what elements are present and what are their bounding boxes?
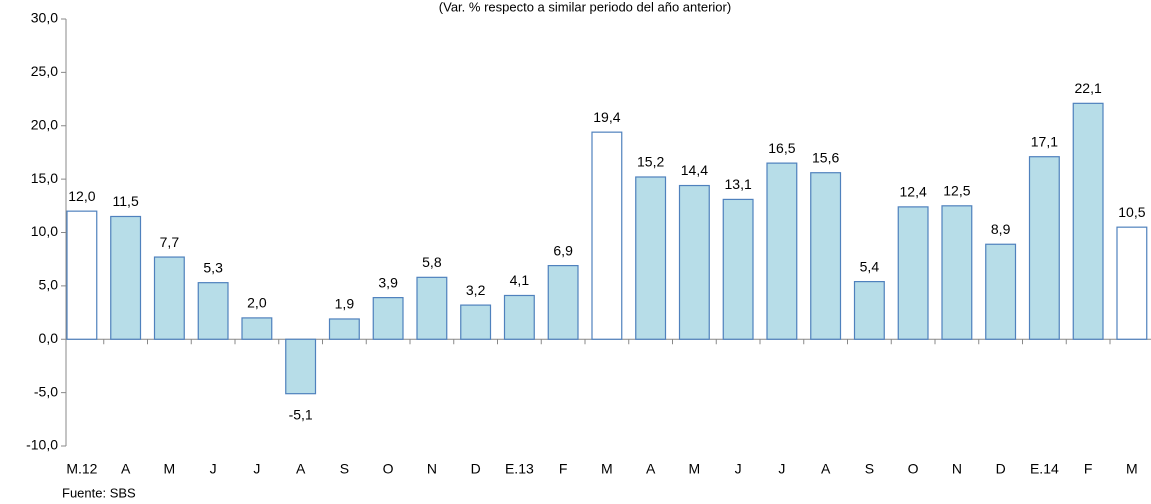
chart-title: (Var. % respecto a similar periodo del a… [439,0,731,14]
data-label: 12,5 [943,183,970,199]
data-label: 5,4 [860,258,880,274]
data-label: 15,6 [812,149,839,165]
x-tick-label: A [821,461,831,477]
bar [153,256,185,340]
data-label: 1,9 [335,296,355,312]
data-label: 12,0 [68,188,95,204]
data-label: 8,9 [991,221,1011,237]
bar [197,282,229,340]
x-tick-label: J [735,461,742,477]
bar [985,243,1017,340]
y-tick-label: 0,0 [39,330,59,346]
bar [722,198,754,340]
data-label: 16,5 [768,140,795,156]
y-tick-label: 25,0 [31,63,58,79]
data-label: 19,4 [593,109,620,125]
y-tick-label: 15,0 [31,170,58,186]
bar [591,131,623,340]
bar [941,205,973,340]
bar [1072,102,1104,340]
x-tick-label: E.13 [505,461,534,477]
x-tick-label: S [340,461,349,477]
data-label: 2,0 [247,295,267,311]
bar [285,338,317,395]
data-label: 15,2 [637,154,664,170]
bar [853,281,885,340]
bar [66,210,98,340]
y-tick-label: 5,0 [39,277,59,293]
x-tick-label: O [908,461,919,477]
x-tick-label: M [1126,461,1138,477]
data-label: 12,4 [900,184,927,200]
data-label: 11,5 [113,193,139,209]
x-tick-label: O [383,461,394,477]
bar [810,172,842,340]
bar [897,206,929,340]
y-tick-label: 30,0 [31,10,58,26]
x-tick-label: A [121,461,131,477]
bar [1028,156,1060,340]
x-tick-label: F [559,461,568,477]
bar [460,304,492,340]
bar [635,176,667,340]
data-label: 5,3 [203,259,223,275]
y-tick-label: 20,0 [31,116,58,132]
x-tick-label: M [164,461,176,477]
bar [1116,226,1148,340]
x-tick-label: J [253,461,260,477]
data-label: 3,2 [466,282,486,298]
data-label: 3,9 [378,274,398,290]
x-tick-label: E.14 [1030,461,1059,477]
data-label: 7,7 [160,234,180,250]
x-tick-label: D [471,461,481,477]
data-label: 17,1 [1031,133,1058,149]
bar [416,276,448,340]
x-tick-label: N [427,461,437,477]
x-tick-label: A [296,461,306,477]
data-label: 22,1 [1075,80,1102,96]
y-tick-label: -10,0 [26,437,58,453]
x-tick-label: N [952,461,962,477]
y-tick-label: 10,0 [31,223,58,239]
data-label: 4,1 [510,272,530,288]
bar [547,264,579,340]
x-tick-label: J [778,461,785,477]
bar [766,162,798,340]
x-tick-label: F [1084,461,1093,477]
x-tick-label: A [646,461,656,477]
x-tick-label: S [865,461,874,477]
data-label: -5,1 [289,406,313,422]
data-label: 6,9 [553,242,573,258]
data-label: 14,4 [681,162,708,178]
bar [241,317,273,340]
data-label: 5,8 [422,254,442,270]
y-tick-label: -5,0 [34,383,58,399]
bar [678,184,710,340]
x-tick-label: J [210,461,217,477]
x-tick-label: M [689,461,701,477]
bar [503,294,535,340]
x-tick-label: D [996,461,1006,477]
x-tick-label: M [601,461,613,477]
source: Fuente: SBS [62,485,136,500]
bar [110,215,142,340]
data-label: 13,1 [725,176,752,192]
bar [328,318,360,340]
data-label: 10,5 [1118,204,1145,220]
x-tick-label: M.12 [66,461,97,477]
bar [372,297,404,340]
